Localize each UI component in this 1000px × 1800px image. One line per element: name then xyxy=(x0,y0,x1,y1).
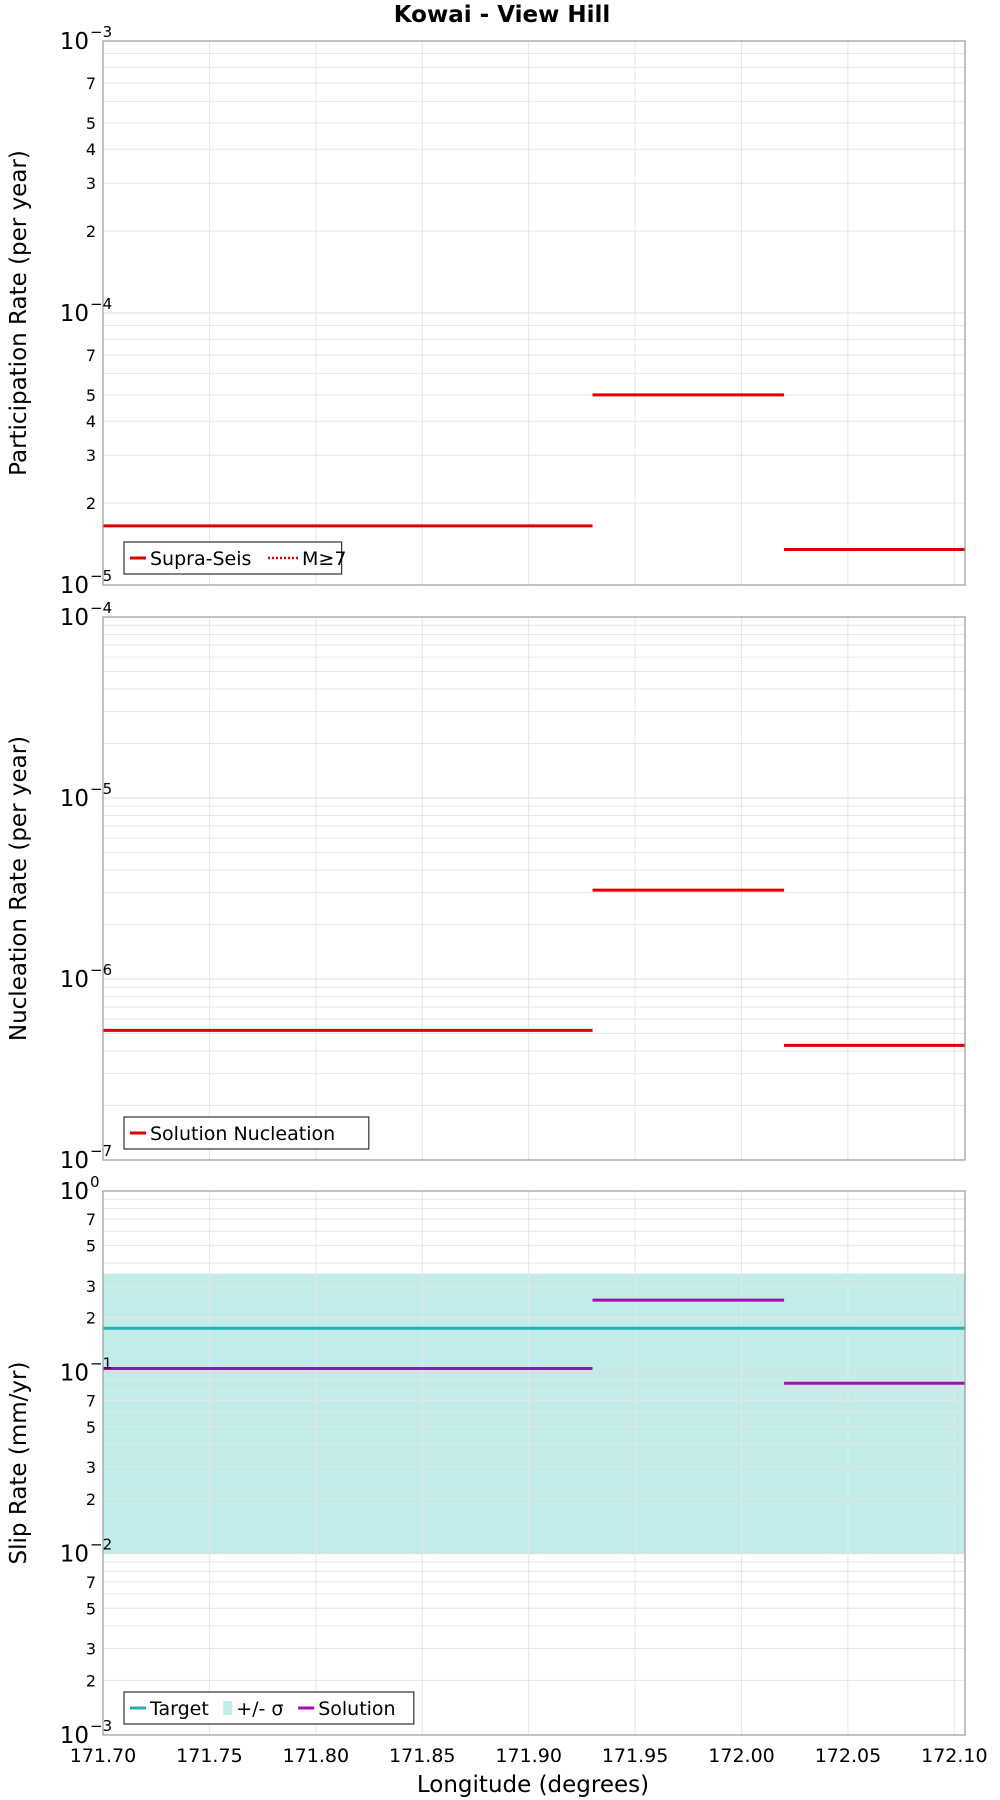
y-tick-label: 10 xyxy=(60,967,89,993)
y-tick-label: 10 xyxy=(60,1179,89,1205)
y-tick-exponent: −1 xyxy=(90,1354,112,1372)
y-tick-exponent: −4 xyxy=(90,295,112,313)
y-minor-tick-label: 7 xyxy=(86,346,96,365)
plot-frame xyxy=(102,1190,966,1736)
y-minor-tick-label: 2 xyxy=(86,1490,96,1509)
y-tick-label: 10 xyxy=(60,573,89,599)
y-tick-exponent: −6 xyxy=(90,961,112,979)
chart-title: Kowai - View Hill xyxy=(394,2,610,28)
y-minor-tick-label: 4 xyxy=(86,140,96,159)
legend-box xyxy=(123,541,343,575)
x-tick-label: 172.10 xyxy=(921,1745,987,1767)
y-tick-label: 10 xyxy=(60,29,89,55)
y-tick-labels: 10−710−610−510−4 xyxy=(60,599,112,1174)
y-tick-exponent: −4 xyxy=(90,599,112,617)
x-tick-label: 171.70 xyxy=(70,1745,136,1767)
legend-label: Solution Nucleation xyxy=(150,1123,335,1145)
y-minor-tick-label: 7 xyxy=(86,1210,96,1229)
legend-label: Supra-Seis xyxy=(150,548,251,570)
legend: Supra-Seis M≥7 xyxy=(123,541,346,575)
y-axis-label: Slip Rate (mm/yr) xyxy=(6,1362,32,1565)
y-minor-tick-label: 5 xyxy=(86,1237,96,1256)
legend: Solution Nucleation xyxy=(123,1116,370,1150)
series-solution xyxy=(103,1298,965,1385)
y-tick-label: 10 xyxy=(60,1723,89,1749)
y-tick-label: 10 xyxy=(60,1542,89,1568)
legend-label: M≥7 xyxy=(302,548,346,570)
legend-swatch xyxy=(223,1701,233,1715)
y-tick-label: 10 xyxy=(60,301,89,327)
y-minor-tick-label: 3 xyxy=(86,446,96,465)
y-minor-tick-label: 3 xyxy=(86,1458,96,1477)
y-tick-exponent: −2 xyxy=(90,1536,112,1554)
sigma-band xyxy=(103,1273,965,1554)
legend: Target +/- σ Solution xyxy=(123,1691,415,1725)
y-minor-tick-label: 3 xyxy=(86,1277,96,1296)
x-tick-labels: 171.70 171.75 171.80 171.85 171.90 171.95 172.… xyxy=(70,1745,988,1767)
series-m-7 xyxy=(103,393,965,551)
y-minor-tick-label: 5 xyxy=(86,1599,96,1618)
y-tick-label: 10 xyxy=(60,605,89,631)
plot-frame xyxy=(102,616,966,1161)
y-minor-tick-label: 2 xyxy=(86,222,96,241)
y-tick-label: 10 xyxy=(60,1360,89,1386)
y-minor-tick-label: 2 xyxy=(86,1309,96,1328)
y-tick-exponent: 0 xyxy=(90,1173,100,1191)
y-tick-label: 10 xyxy=(60,786,89,812)
legend-label: +/- σ xyxy=(236,1698,283,1720)
y-tick-exponent: −5 xyxy=(90,780,112,798)
x-tick-label: 171.90 xyxy=(495,1745,561,1767)
y-minor-tick-label: 3 xyxy=(86,174,96,193)
x-axis-label: Longitude (degrees) xyxy=(417,1772,649,1798)
y-minor-tick-label: 3 xyxy=(86,1639,96,1658)
gridlines xyxy=(102,40,965,586)
y-axis-label: Participation Rate (per year) xyxy=(6,150,32,476)
y-minor-tick-label: 5 xyxy=(86,114,96,133)
x-tick-label: 172.05 xyxy=(815,1745,881,1767)
y-minor-tick-label: 2 xyxy=(86,494,96,513)
x-tick-label: 171.75 xyxy=(176,1745,242,1767)
y-minor-tick-label: 7 xyxy=(86,74,96,93)
y-minor-tick-label: 2 xyxy=(86,1671,96,1690)
legend-label: Target xyxy=(149,1698,209,1720)
y-tick-exponent: −5 xyxy=(90,567,112,585)
series-solution-nucleation xyxy=(103,888,965,1047)
y-minor-tick-label: 5 xyxy=(86,1418,96,1437)
y-minor-tick-label: 7 xyxy=(86,1573,96,1592)
y-minor-tick-label: 7 xyxy=(86,1391,96,1410)
y-tick-exponent: −3 xyxy=(90,23,112,41)
x-tick-label: 171.80 xyxy=(283,1745,349,1767)
y-tick-label: 10 xyxy=(60,1148,89,1174)
legend-label: Solution xyxy=(318,1698,395,1720)
legend-box xyxy=(123,1116,370,1150)
y-tick-exponent: −3 xyxy=(90,1717,112,1735)
gridlines xyxy=(102,1190,965,1736)
legend-box xyxy=(123,1691,415,1725)
y-minor-tick-label: 4 xyxy=(86,412,96,431)
x-tick-label: 171.85 xyxy=(389,1745,455,1767)
plot-area xyxy=(103,617,965,1160)
x-tick-label: 171.95 xyxy=(602,1745,668,1767)
y-tick-exponent: −7 xyxy=(90,1142,112,1160)
y-minor-tick-label: 5 xyxy=(86,386,96,405)
y-axis-label: Nucleation Rate (per year) xyxy=(6,736,32,1041)
x-tick-label: 172.00 xyxy=(708,1745,774,1767)
plot-frame xyxy=(102,40,966,586)
